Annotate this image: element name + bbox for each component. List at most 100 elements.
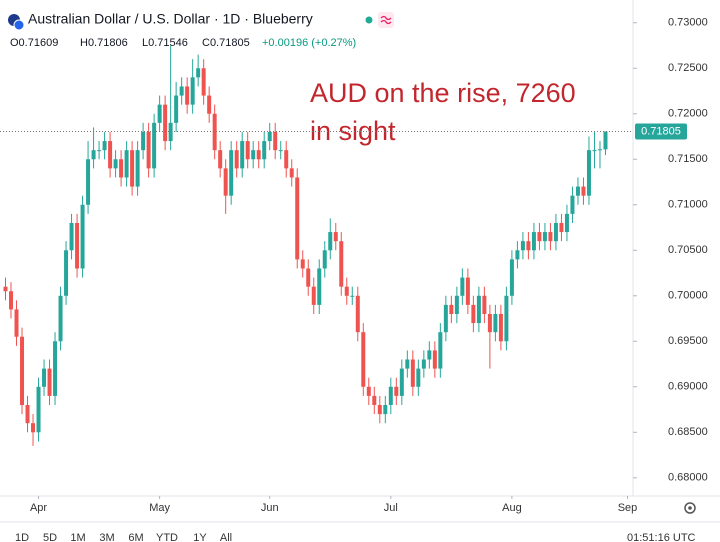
candle-body [366, 386, 371, 396]
candle-body [355, 295, 360, 333]
range-button[interactable]: 1M [70, 532, 85, 542]
candle-body [42, 368, 47, 387]
candle-body [146, 131, 151, 169]
x-tick-label: Jul [384, 502, 398, 514]
x-tick-label: Sep [618, 502, 638, 514]
candle-body [223, 168, 228, 196]
candle-body [553, 222, 558, 242]
candle-body [113, 159, 118, 169]
candle-body [256, 150, 261, 160]
candle-body [201, 68, 206, 96]
status-badge [378, 12, 394, 28]
x-tick-label: Jun [261, 502, 279, 514]
candle-body [75, 222, 80, 269]
candle-body [262, 141, 267, 160]
candle-body [586, 150, 591, 196]
candle-body [449, 304, 454, 314]
candle-body [548, 232, 553, 242]
candle-body [240, 141, 245, 169]
header-close: C0.71805 [202, 37, 250, 49]
y-tick-label: 0.71000 [668, 199, 708, 211]
candle-body [119, 159, 124, 178]
candle-body [443, 304, 448, 333]
header-high: H0.71806 [80, 37, 128, 49]
candle-body [31, 423, 36, 433]
y-tick-label: 0.69500 [668, 335, 708, 347]
range-button[interactable]: 3M [99, 532, 114, 542]
candle-body [157, 104, 162, 123]
candle-body [47, 368, 52, 396]
candle-body [328, 232, 333, 251]
status-dot [365, 16, 373, 24]
y-tick-label: 0.72000 [668, 108, 708, 120]
candle-body [124, 150, 129, 178]
candle-body [311, 286, 316, 305]
candle-body [168, 122, 173, 142]
candle-body [520, 241, 525, 251]
annotation: AUD on the rise, 7260 [310, 78, 576, 108]
header-low: L0.71546 [142, 37, 188, 49]
settings-icon[interactable] [684, 502, 696, 514]
candle-body [3, 286, 8, 292]
candle-body [36, 386, 41, 433]
candle-body [108, 141, 113, 169]
range-button[interactable]: 1Y [193, 532, 207, 542]
candle-body [267, 131, 272, 142]
candle-body [581, 186, 586, 196]
candle-body [432, 350, 437, 369]
candle-body [564, 213, 569, 233]
candle-body [179, 86, 184, 96]
candle-body [317, 268, 322, 305]
candle-body [86, 159, 91, 205]
candle-body [526, 241, 531, 251]
range-button[interactable]: YTD [156, 532, 178, 542]
candle-body [465, 277, 470, 305]
header-change: +0.00196 (+0.27%) [262, 37, 356, 49]
candle-body [273, 131, 278, 151]
candle-body [196, 68, 201, 78]
candle-body [58, 295, 63, 342]
candle-body [344, 286, 349, 296]
candle-body [559, 222, 564, 233]
candle-body [64, 250, 69, 296]
candle-body [185, 86, 190, 105]
candle-body [234, 150, 239, 169]
last-price-label: 0.71805 [641, 125, 681, 137]
candle-body [306, 268, 311, 287]
candle-body [570, 195, 575, 214]
candle-body [372, 395, 377, 405]
candle-body [487, 313, 492, 333]
range-button[interactable]: All [220, 532, 232, 542]
candle-body [295, 177, 300, 260]
candle-body [361, 332, 366, 387]
candle-body [69, 222, 74, 251]
candle-body [438, 332, 443, 369]
range-button[interactable]: 1D [15, 532, 29, 542]
last-price-badge [635, 123, 687, 140]
clock: 01:51:16 UTC [627, 532, 696, 542]
candle-body [130, 150, 135, 187]
y-tick-label: 0.71500 [668, 153, 708, 165]
candle-body [190, 77, 195, 105]
candle-body [25, 404, 30, 424]
candle-body [350, 295, 355, 297]
candle-body [14, 309, 19, 337]
candle-body [410, 359, 415, 387]
range-button[interactable]: 6M [128, 532, 143, 542]
candle-body [53, 341, 58, 396]
candle-body [333, 232, 338, 242]
header-open: O0.71609 [10, 37, 58, 49]
candle-body [482, 295, 487, 314]
candle-body [592, 150, 597, 152]
candle-body [174, 95, 179, 123]
candle-body [284, 150, 289, 169]
candle-body [537, 232, 542, 242]
candle-body [289, 168, 294, 178]
candle-body [471, 304, 476, 324]
candle-body [603, 131, 608, 150]
range-button[interactable]: 5D [43, 532, 57, 542]
candle-body [427, 350, 432, 360]
x-tick-label: Apr [30, 502, 47, 514]
candle-body [278, 150, 283, 152]
